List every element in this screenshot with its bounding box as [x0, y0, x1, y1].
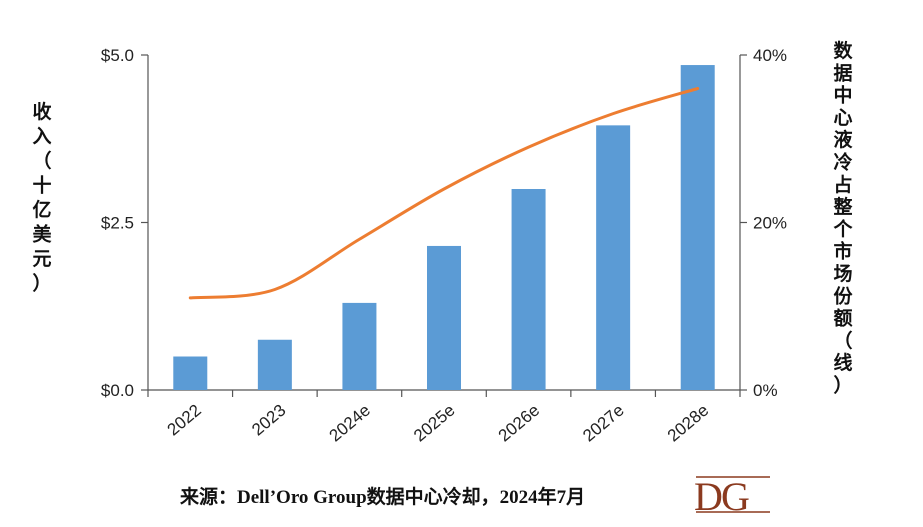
- x-category-label: 2024e: [326, 401, 374, 446]
- y-tick-label: $0.0: [101, 381, 134, 400]
- x-category-label: 2028e: [664, 401, 712, 446]
- y-ticks: $0.0 $2.5 $5.0: [101, 46, 148, 400]
- y2-tick-label: 20%: [753, 214, 787, 233]
- x-categories: 2022 2023 2024e 2025e 2026e 2027e 2028e: [147, 390, 741, 446]
- revenue-bar: [511, 189, 546, 390]
- market-share-line: [188, 87, 700, 300]
- x-category-label: 2022: [164, 401, 205, 440]
- revenue-bar: [680, 65, 715, 391]
- y2-ticks: 0% 20% 40%: [740, 46, 787, 400]
- y2-axis-label: 数据中心液冷占整个市场份额（线）: [832, 39, 853, 397]
- y2-tick-label: 40%: [753, 46, 787, 65]
- revenue-bar: [596, 125, 631, 390]
- x-category-label: 2027e: [579, 401, 627, 446]
- revenue-bar: [257, 339, 292, 390]
- x-category-label: 2023: [248, 401, 289, 440]
- y2-tick-label: 0%: [753, 381, 778, 400]
- dellorogroup-logo: D G: [694, 474, 770, 519]
- x-category-label: 2026e: [495, 401, 543, 446]
- x-category-label: 2025e: [410, 401, 458, 446]
- y-tick-label: $2.5: [101, 214, 134, 233]
- revenue-bar: [173, 356, 208, 390]
- revenue-bar: [427, 245, 461, 390]
- y-axis-label: 收入（十亿美元）: [32, 100, 52, 295]
- source-note: 来源：Dell’Oro Group数据中心冷却，2024年7月: [180, 485, 585, 508]
- revenue-bar: [342, 302, 377, 390]
- y-tick-label: $5.0: [101, 46, 134, 65]
- bar-series: [173, 65, 715, 391]
